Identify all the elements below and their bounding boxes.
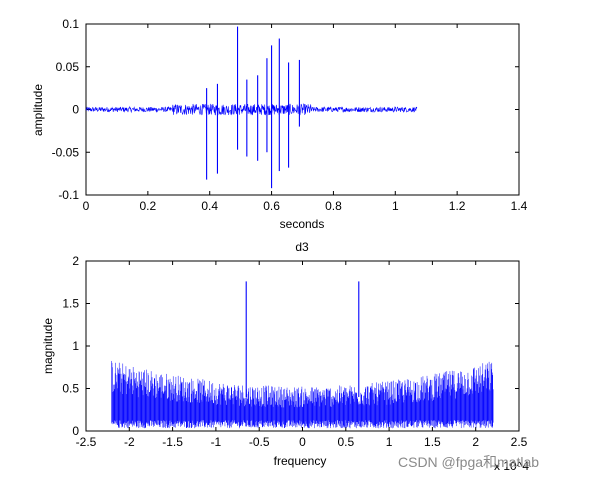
x-tick-label: 1.4 [511, 199, 528, 213]
y-tick-label: 0.5 [62, 382, 79, 396]
magnitude-x-label: frequency [274, 454, 327, 468]
magnitude-x-ticks: -2.5 -2 -1.5 -1 -0.5 0 0.5 1 1.5 2 2.5 [76, 261, 528, 449]
x-tick-label: 0.4 [201, 199, 218, 213]
x-tick-label: 2.5 [511, 435, 528, 449]
amplitude-series-spikes [206, 26, 300, 189]
y-tick-label: 1 [72, 339, 79, 353]
magnitude-y-ticks: 2 1.5 1 0.5 0 [62, 254, 519, 438]
amplitude-y-label: amplitude [31, 84, 45, 136]
x-tick-label: -0.5 [249, 435, 270, 449]
magnitude-series-spikes [245, 281, 360, 397]
x-tick-label: 1.5 [424, 435, 441, 449]
x-tick-label: 0 [83, 199, 90, 213]
y-tick-label: 0 [72, 424, 79, 438]
y-tick-label: -0.05 [52, 145, 80, 159]
magnitude-plot-title: d3 [295, 240, 309, 254]
y-tick-label: 0.05 [56, 60, 80, 74]
x-tick-label: 2 [472, 435, 479, 449]
magnitude-x-multiplier: x 10^4 [494, 459, 529, 473]
x-tick-label: 0.6 [263, 199, 280, 213]
amplitude-x-label: seconds [280, 217, 325, 231]
x-tick-label: 1 [386, 435, 393, 449]
x-tick-label: 0.5 [337, 435, 354, 449]
x-tick-label: -1.5 [162, 435, 183, 449]
x-tick-label: 1 [392, 199, 399, 213]
y-tick-label: 2 [72, 254, 79, 268]
csdn-watermark: CSDN @fpga和matlab [398, 454, 539, 470]
x-tick-label: 0.2 [140, 199, 157, 213]
x-tick-label: -2 [124, 435, 135, 449]
x-tick-label: -1 [211, 435, 222, 449]
amplitude-x-ticks: 0 0.2 0.4 0.6 0.8 1 1.2 1.4 [83, 24, 528, 213]
magnitude-plot: d3 -2.5 -2 -1.5 -1 -0.5 0 0.5 1 1.5 2 2.5 2 1.5 1 0.5… [41, 240, 529, 473]
x-tick-label: -2.5 [76, 435, 97, 449]
y-tick-label: 1.5 [62, 297, 79, 311]
x-tick-label: 0.8 [325, 199, 342, 213]
amplitude-series-noise [85, 103, 418, 116]
x-tick-label: 1.2 [449, 199, 466, 213]
magnitude-y-label: magnitude [41, 318, 55, 374]
amplitude-plot: 0 0.2 0.4 0.6 0.8 1 1.2 1.4 0.1 0.05 0 -0.05 -0.1 s… [31, 17, 528, 231]
y-tick-label: 0.1 [62, 17, 79, 31]
y-tick-label: 0 [72, 103, 79, 117]
x-tick-label: 0 [299, 435, 306, 449]
y-tick-label: -0.1 [58, 188, 79, 202]
magnitude-series [111, 360, 494, 429]
